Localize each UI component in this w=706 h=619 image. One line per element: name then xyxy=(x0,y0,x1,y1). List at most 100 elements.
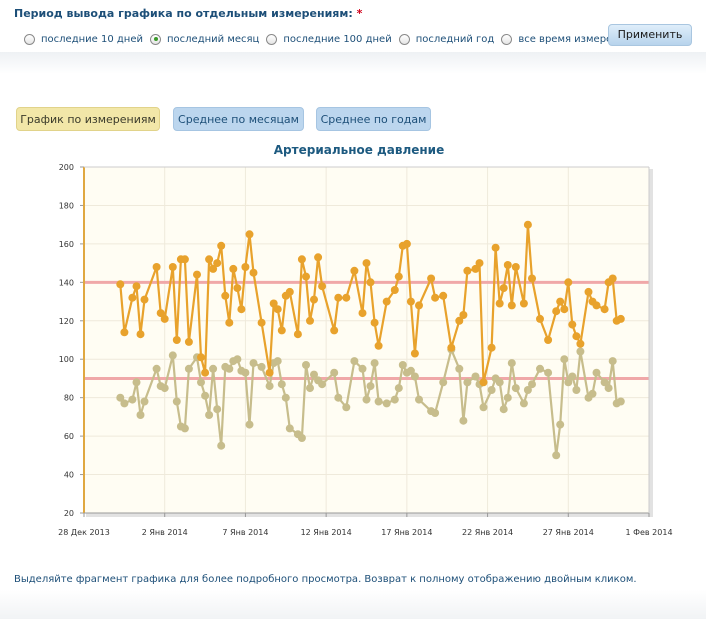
systolic-point xyxy=(168,263,177,271)
systolic-point xyxy=(184,337,193,346)
systolic-point xyxy=(536,314,544,323)
systolic-point xyxy=(556,297,565,306)
systolic-point xyxy=(431,293,440,302)
diastolic-point xyxy=(136,411,145,419)
x-tick-label: 12 Янв 2014 xyxy=(301,528,352,537)
period-option-year[interactable]: последний год xyxy=(398,33,494,45)
header-shadow xyxy=(0,52,706,74)
radio-label: последний месяц xyxy=(167,33,260,45)
systolic-point xyxy=(507,301,516,310)
systolic-point xyxy=(528,274,536,283)
diastolic-point xyxy=(306,384,314,393)
radio-button[interactable] xyxy=(501,33,513,45)
diastolic-point xyxy=(406,366,415,375)
systolic-point xyxy=(172,336,181,344)
systolic-point xyxy=(572,332,581,341)
diastolic-point xyxy=(366,382,375,391)
diastolic-point xyxy=(358,364,367,373)
period-radio-group: последние 10 дней последний месяц послед… xyxy=(24,31,639,47)
diastolic-point xyxy=(249,359,258,368)
systolic-point xyxy=(225,318,234,327)
systolic-point xyxy=(584,287,593,296)
systolic-point xyxy=(390,286,399,294)
diastolic-point xyxy=(245,420,254,429)
diastolic-point xyxy=(564,378,573,387)
diastolic-point xyxy=(241,368,250,377)
diastolic-point xyxy=(302,361,310,369)
diastolic-point xyxy=(390,395,399,404)
diastolic-point xyxy=(463,378,472,387)
radio-button[interactable] xyxy=(266,33,278,45)
y-tick-label: 20 xyxy=(64,509,74,518)
tab-monthly-average[interactable]: Среднее по месяцам xyxy=(173,107,304,131)
systolic-point xyxy=(306,316,314,325)
diastolic-point xyxy=(415,395,423,404)
diastolic-point xyxy=(544,368,553,377)
diastolic-point xyxy=(116,393,125,402)
diastolic-point xyxy=(600,378,609,387)
diastolic-point xyxy=(265,382,274,391)
radio-label: последние 100 дней xyxy=(283,33,392,45)
period-option-all-time[interactable]: все время измерений xyxy=(501,33,632,45)
systolic-point xyxy=(608,274,617,283)
diastolic-point xyxy=(172,397,181,406)
x-tick-label: 1 Фев 2014 xyxy=(625,528,672,537)
period-option-10-days[interactable]: последние 10 дней xyxy=(24,33,143,45)
systolic-point xyxy=(447,343,456,352)
diastolic-point xyxy=(394,384,403,393)
period-option-month[interactable]: последний месяц xyxy=(150,33,260,45)
diastolic-point xyxy=(209,364,218,373)
diastolic-point xyxy=(431,409,440,417)
systolic-point xyxy=(374,341,383,350)
radio-button-checked[interactable] xyxy=(150,33,161,45)
tab-measurements-chart[interactable]: График по измерениям xyxy=(16,107,160,131)
diastolic-point xyxy=(160,384,169,393)
plot-shadow-right xyxy=(649,169,653,517)
diastolic-point xyxy=(362,395,371,404)
diastolic-point xyxy=(576,347,585,356)
diastolic-point xyxy=(503,393,512,402)
systolic-point xyxy=(156,309,165,318)
apply-button[interactable]: Применить xyxy=(608,24,692,46)
diastolic-point xyxy=(398,361,407,369)
diastolic-point xyxy=(604,384,613,393)
diastolic-point xyxy=(410,372,419,381)
systolic-point xyxy=(193,270,201,279)
systolic-point xyxy=(297,255,306,264)
systolic-point xyxy=(132,282,141,291)
diastolic-point xyxy=(370,359,379,368)
systolic-point xyxy=(350,266,359,275)
systolic-point xyxy=(402,239,411,248)
systolic-point xyxy=(459,311,468,319)
diastolic-point xyxy=(120,399,129,408)
diastolic-point xyxy=(499,405,508,414)
systolic-point xyxy=(128,293,137,302)
systolic-point xyxy=(269,299,278,308)
diastolic-point xyxy=(168,351,177,360)
systolic-point xyxy=(366,278,375,287)
diastolic-point xyxy=(225,364,234,373)
diastolic-point xyxy=(616,397,625,406)
diastolic-point xyxy=(487,386,496,394)
tab-yearly-average[interactable]: Среднее по годам xyxy=(316,107,431,131)
diastolic-point xyxy=(180,424,189,433)
diastolic-point xyxy=(152,364,161,373)
diastolic-point xyxy=(588,389,597,398)
systolic-point xyxy=(213,259,222,268)
systolic-point xyxy=(273,305,282,314)
systolic-point xyxy=(205,255,214,264)
x-tick-label: 22 Янв 2014 xyxy=(462,528,513,537)
systolic-point xyxy=(249,268,258,277)
systolic-point xyxy=(358,309,367,318)
diastolic-point xyxy=(459,416,468,425)
diastolic-point xyxy=(350,357,359,366)
plot-shadow-bottom xyxy=(86,513,653,517)
systolic-point xyxy=(362,259,371,268)
radio-button[interactable] xyxy=(24,33,35,45)
systolic-point xyxy=(415,301,423,310)
y-tick-label: 160 xyxy=(59,240,74,249)
period-option-100-days[interactable]: последние 100 дней xyxy=(266,33,392,45)
y-tick-label: 40 xyxy=(64,471,74,480)
radio-button[interactable] xyxy=(398,33,410,45)
